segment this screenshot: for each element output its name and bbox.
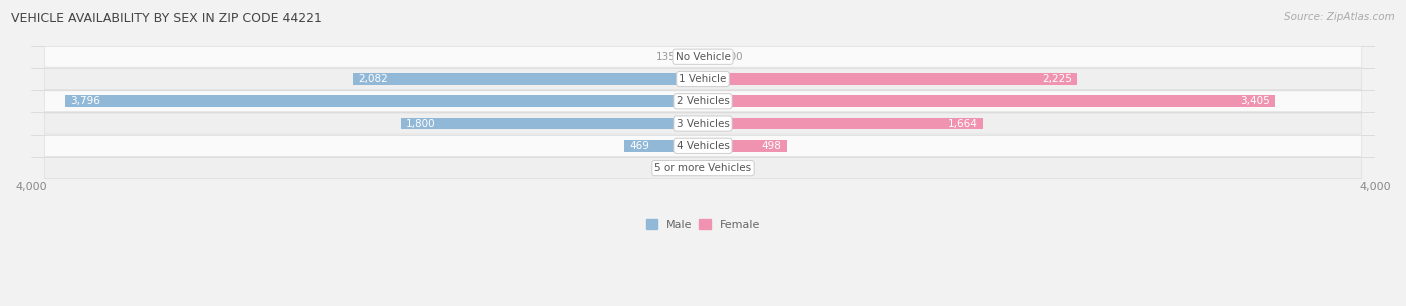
Text: 498: 498: [762, 141, 782, 151]
Text: 1,800: 1,800: [405, 118, 436, 129]
Text: 1,664: 1,664: [948, 118, 977, 129]
Bar: [681, 51, 703, 62]
Text: 79: 79: [720, 163, 734, 173]
FancyBboxPatch shape: [44, 91, 1362, 112]
FancyBboxPatch shape: [44, 69, 1362, 89]
FancyBboxPatch shape: [44, 113, 1362, 134]
Bar: [690, 162, 703, 174]
Text: No Vehicle: No Vehicle: [675, 52, 731, 62]
Text: 5 or more Vehicles: 5 or more Vehicles: [654, 163, 752, 173]
Text: 469: 469: [630, 141, 650, 151]
Text: 100: 100: [724, 52, 744, 62]
Bar: [703, 162, 716, 174]
Bar: [353, 73, 703, 85]
Bar: [703, 73, 1077, 85]
Text: 3,796: 3,796: [70, 96, 100, 106]
Text: 2,082: 2,082: [359, 74, 388, 84]
Text: 2,225: 2,225: [1042, 74, 1071, 84]
FancyBboxPatch shape: [44, 135, 1362, 156]
Text: 77: 77: [672, 163, 686, 173]
Bar: [703, 140, 787, 151]
Legend: Male, Female: Male, Female: [647, 219, 759, 230]
Text: 135: 135: [657, 52, 676, 62]
FancyBboxPatch shape: [44, 158, 1362, 179]
Bar: [703, 118, 983, 129]
Bar: [703, 95, 1275, 107]
Text: 4 Vehicles: 4 Vehicles: [676, 141, 730, 151]
Text: 3 Vehicles: 3 Vehicles: [676, 118, 730, 129]
Bar: [703, 51, 720, 62]
Text: 1 Vehicle: 1 Vehicle: [679, 74, 727, 84]
Text: Source: ZipAtlas.com: Source: ZipAtlas.com: [1284, 12, 1395, 22]
Bar: [624, 140, 703, 151]
Text: 2 Vehicles: 2 Vehicles: [676, 96, 730, 106]
FancyBboxPatch shape: [44, 46, 1362, 67]
Text: 3,405: 3,405: [1240, 96, 1270, 106]
Text: VEHICLE AVAILABILITY BY SEX IN ZIP CODE 44221: VEHICLE AVAILABILITY BY SEX IN ZIP CODE …: [11, 12, 322, 25]
Bar: [65, 95, 703, 107]
Bar: [401, 118, 703, 129]
